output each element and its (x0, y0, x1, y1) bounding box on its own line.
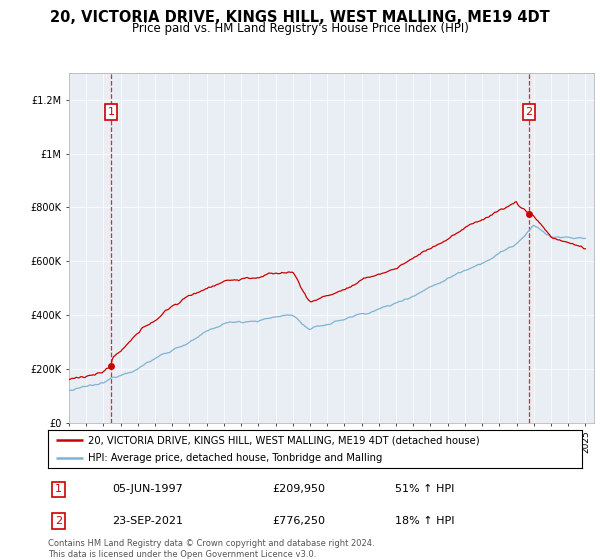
Text: 51% ↑ HPI: 51% ↑ HPI (395, 484, 454, 494)
Text: 20, VICTORIA DRIVE, KINGS HILL, WEST MALLING, ME19 4DT (detached house): 20, VICTORIA DRIVE, KINGS HILL, WEST MAL… (88, 435, 479, 445)
Text: £209,950: £209,950 (272, 484, 325, 494)
Text: 18% ↑ HPI: 18% ↑ HPI (395, 516, 455, 526)
Text: Contains HM Land Registry data © Crown copyright and database right 2024.
This d: Contains HM Land Registry data © Crown c… (48, 539, 374, 559)
Text: £776,250: £776,250 (272, 516, 325, 526)
Text: 20, VICTORIA DRIVE, KINGS HILL, WEST MALLING, ME19 4DT: 20, VICTORIA DRIVE, KINGS HILL, WEST MAL… (50, 10, 550, 25)
Text: Price paid vs. HM Land Registry's House Price Index (HPI): Price paid vs. HM Land Registry's House … (131, 22, 469, 35)
Text: 1: 1 (55, 484, 62, 494)
Text: 05-JUN-1997: 05-JUN-1997 (112, 484, 183, 494)
Text: 23-SEP-2021: 23-SEP-2021 (112, 516, 183, 526)
Text: 2: 2 (526, 107, 533, 117)
Text: 2: 2 (55, 516, 62, 526)
Text: 1: 1 (107, 107, 115, 117)
Text: HPI: Average price, detached house, Tonbridge and Malling: HPI: Average price, detached house, Tonb… (88, 453, 382, 463)
